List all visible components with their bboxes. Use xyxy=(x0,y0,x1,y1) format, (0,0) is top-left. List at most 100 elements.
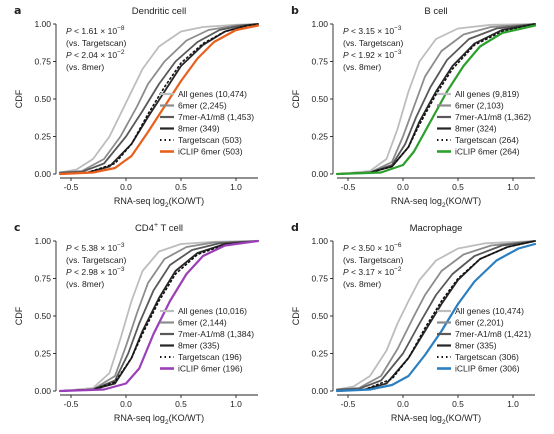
stat-annotation: P < 3.17 × 10−2 xyxy=(343,266,402,277)
x-axis-label-tail: (KO/WT) xyxy=(169,196,205,206)
x-axis-label-main: RNA-seq log xyxy=(391,413,442,423)
chart-title: B cell xyxy=(424,6,447,17)
stat-annotation-sup: −3 xyxy=(394,49,402,56)
y-axis-label: CDF xyxy=(291,306,301,325)
stat-annotation-text: (vs. Targetscan) xyxy=(66,255,126,265)
x-axis-label-sub: 2 xyxy=(165,419,169,426)
y-tick-label: 0.75 xyxy=(34,57,51,67)
stat-annotation-text: < 3.15 × 10 xyxy=(349,26,395,36)
stat-annotation-sup: −8 xyxy=(117,25,125,32)
x-tick-label: 1.0 xyxy=(507,399,519,409)
x-axis-label: RNA-seq log2(KO/WT) xyxy=(391,196,481,209)
stat-annotation-p: P xyxy=(66,26,72,36)
x-tick-label: -0.5 xyxy=(64,182,79,192)
x-tick-label: 0.5 xyxy=(175,182,187,192)
x-tick-label: 0.0 xyxy=(397,399,409,409)
stat-annotation: (vs. Targetscan) xyxy=(343,255,403,265)
series-line-six xyxy=(59,23,259,174)
y-tick-label: 0.75 xyxy=(311,274,328,284)
series-line-eight xyxy=(59,240,259,392)
y-tick-label: 1.00 xyxy=(311,19,328,29)
series-line-six xyxy=(336,240,536,391)
y-tick-label: 0.50 xyxy=(34,94,51,104)
legend-entry: All genes (10,474) xyxy=(178,89,247,99)
stat-annotation-p: P xyxy=(343,26,349,36)
chart-title: CD4+ T cell xyxy=(135,222,183,234)
panel-label: b xyxy=(291,4,299,17)
y-tick-label: 0.25 xyxy=(311,349,328,359)
x-tick-label: 1.0 xyxy=(230,182,242,192)
y-tick-label: 0.00 xyxy=(34,386,51,396)
stat-annotation: (vs. Targetscan) xyxy=(66,38,126,48)
chart-title-main: CD4 xyxy=(135,223,154,234)
series-line-all xyxy=(336,23,536,175)
stat-annotation-p: P xyxy=(343,267,349,277)
stat-annotation-text: < 1.61 × 10 xyxy=(72,26,118,36)
stat-annotation: (vs. Targetscan) xyxy=(66,255,126,265)
stat-annotation-text: < 3.17 × 10 xyxy=(349,267,395,277)
y-axis-label: CDF xyxy=(14,306,24,325)
stat-annotation: P < 2.04 × 10−2 xyxy=(66,49,125,60)
stat-annotation: (vs. 8mer) xyxy=(343,62,381,72)
x-tick-label: 0.0 xyxy=(120,399,132,409)
panel-label: a xyxy=(14,4,21,17)
x-axis-label-sub: 2 xyxy=(442,419,446,426)
series-line-iclip xyxy=(58,239,260,393)
chart-panel-c: c CD4+ T cell -0.5 0.0 0.5 1.0 0.00 0.25 0.50 0.7… xyxy=(14,221,260,426)
stat-annotation: (vs. 8mer) xyxy=(343,279,381,289)
stat-annotation-p: P xyxy=(66,243,72,253)
legend-entry: iCLIP 6mer (264) xyxy=(455,147,520,157)
x-axis-label: RNA-seq log2(KO/WT) xyxy=(114,413,204,426)
legend-entry: 8mer (335) xyxy=(178,341,220,351)
x-axis-label-sub: 2 xyxy=(165,202,169,209)
stat-annotation: (vs. Targetscan) xyxy=(343,38,403,48)
legend-entry: All genes (9,819) xyxy=(455,89,519,99)
stat-annotation-sup: −3 xyxy=(117,242,125,249)
series-line-six xyxy=(59,240,259,392)
y-axis-label: CDF xyxy=(291,89,301,108)
y-tick-label: 0.25 xyxy=(34,132,51,142)
legend-entry: 7mer-A1/m8 (1,453) xyxy=(178,112,254,122)
x-axis-label-main: RNA-seq log xyxy=(391,196,442,206)
stat-annotation-text: (vs. 8mer) xyxy=(66,62,104,72)
series-line-six xyxy=(336,23,536,175)
stat-annotation-p: P xyxy=(343,50,349,60)
chart-panel-d: d Macrophage -0.5 0.0 0.5 1.0 0.00 0.25 0.50 0.75… xyxy=(291,221,537,426)
stat-annotation-sup: −3 xyxy=(394,25,402,32)
legend-entry: 7mer-A1/m8 (1,362) xyxy=(455,112,531,122)
y-tick-label: 1.00 xyxy=(311,236,328,246)
x-tick-label: 0.0 xyxy=(120,182,132,192)
stat-annotation-text: < 2.98 × 10 xyxy=(72,267,118,277)
stat-annotation-text: (vs. 8mer) xyxy=(343,62,381,72)
legend-entry: 7mer-A1/m8 (1,384) xyxy=(178,329,254,339)
x-axis-label-tail: (KO/WT) xyxy=(446,413,482,423)
legend-entry: 6mer (2,103) xyxy=(455,101,504,111)
stat-annotation-p: P xyxy=(343,243,349,253)
stat-annotation: P < 3.15 × 10−3 xyxy=(343,25,402,36)
legend-entry: Targetscan (264) xyxy=(455,135,519,145)
chart-title: Dendritic cell xyxy=(132,6,186,17)
y-tick-label: 0.50 xyxy=(34,311,51,321)
chart-panel-b: b B cell -0.5 0.0 0.5 1.0 0.00 0.25 0.50 0.75 1.00… xyxy=(291,4,537,209)
stat-annotation-sup: −2 xyxy=(394,266,402,273)
stat-annotation-sup: −6 xyxy=(394,242,402,249)
stat-annotation-text: < 5.38 × 10 xyxy=(72,243,118,253)
legend-entry: 8mer (324) xyxy=(455,124,497,134)
series-line-targetscan xyxy=(59,23,259,175)
series-line-iclip xyxy=(335,242,537,393)
legend-entry: 6mer (2,144) xyxy=(178,318,227,328)
y-tick-label: 0.50 xyxy=(311,94,328,104)
x-tick-label: -0.5 xyxy=(64,399,79,409)
legend-entry: iCLIP 6mer (306) xyxy=(455,364,520,374)
legend-entry: 7mer-A1/m8 (1,421) xyxy=(455,329,531,339)
x-axis-label: RNA-seq log2(KO/WT) xyxy=(391,413,481,426)
series-line-seven xyxy=(336,240,536,391)
x-tick-label: 0.5 xyxy=(452,182,464,192)
chart-panel-a: a Dendritic cell -0.5 0.0 0.5 1.0 0.00 0.25 0.50… xyxy=(14,4,260,209)
legend-entry: Targetscan (306) xyxy=(455,352,519,362)
stat-annotation-text: (vs. 8mer) xyxy=(343,279,381,289)
x-axis-label: RNA-seq log2(KO/WT) xyxy=(114,196,204,209)
chart-title: Macrophage xyxy=(410,223,463,234)
series-line-targetscan xyxy=(59,240,259,392)
